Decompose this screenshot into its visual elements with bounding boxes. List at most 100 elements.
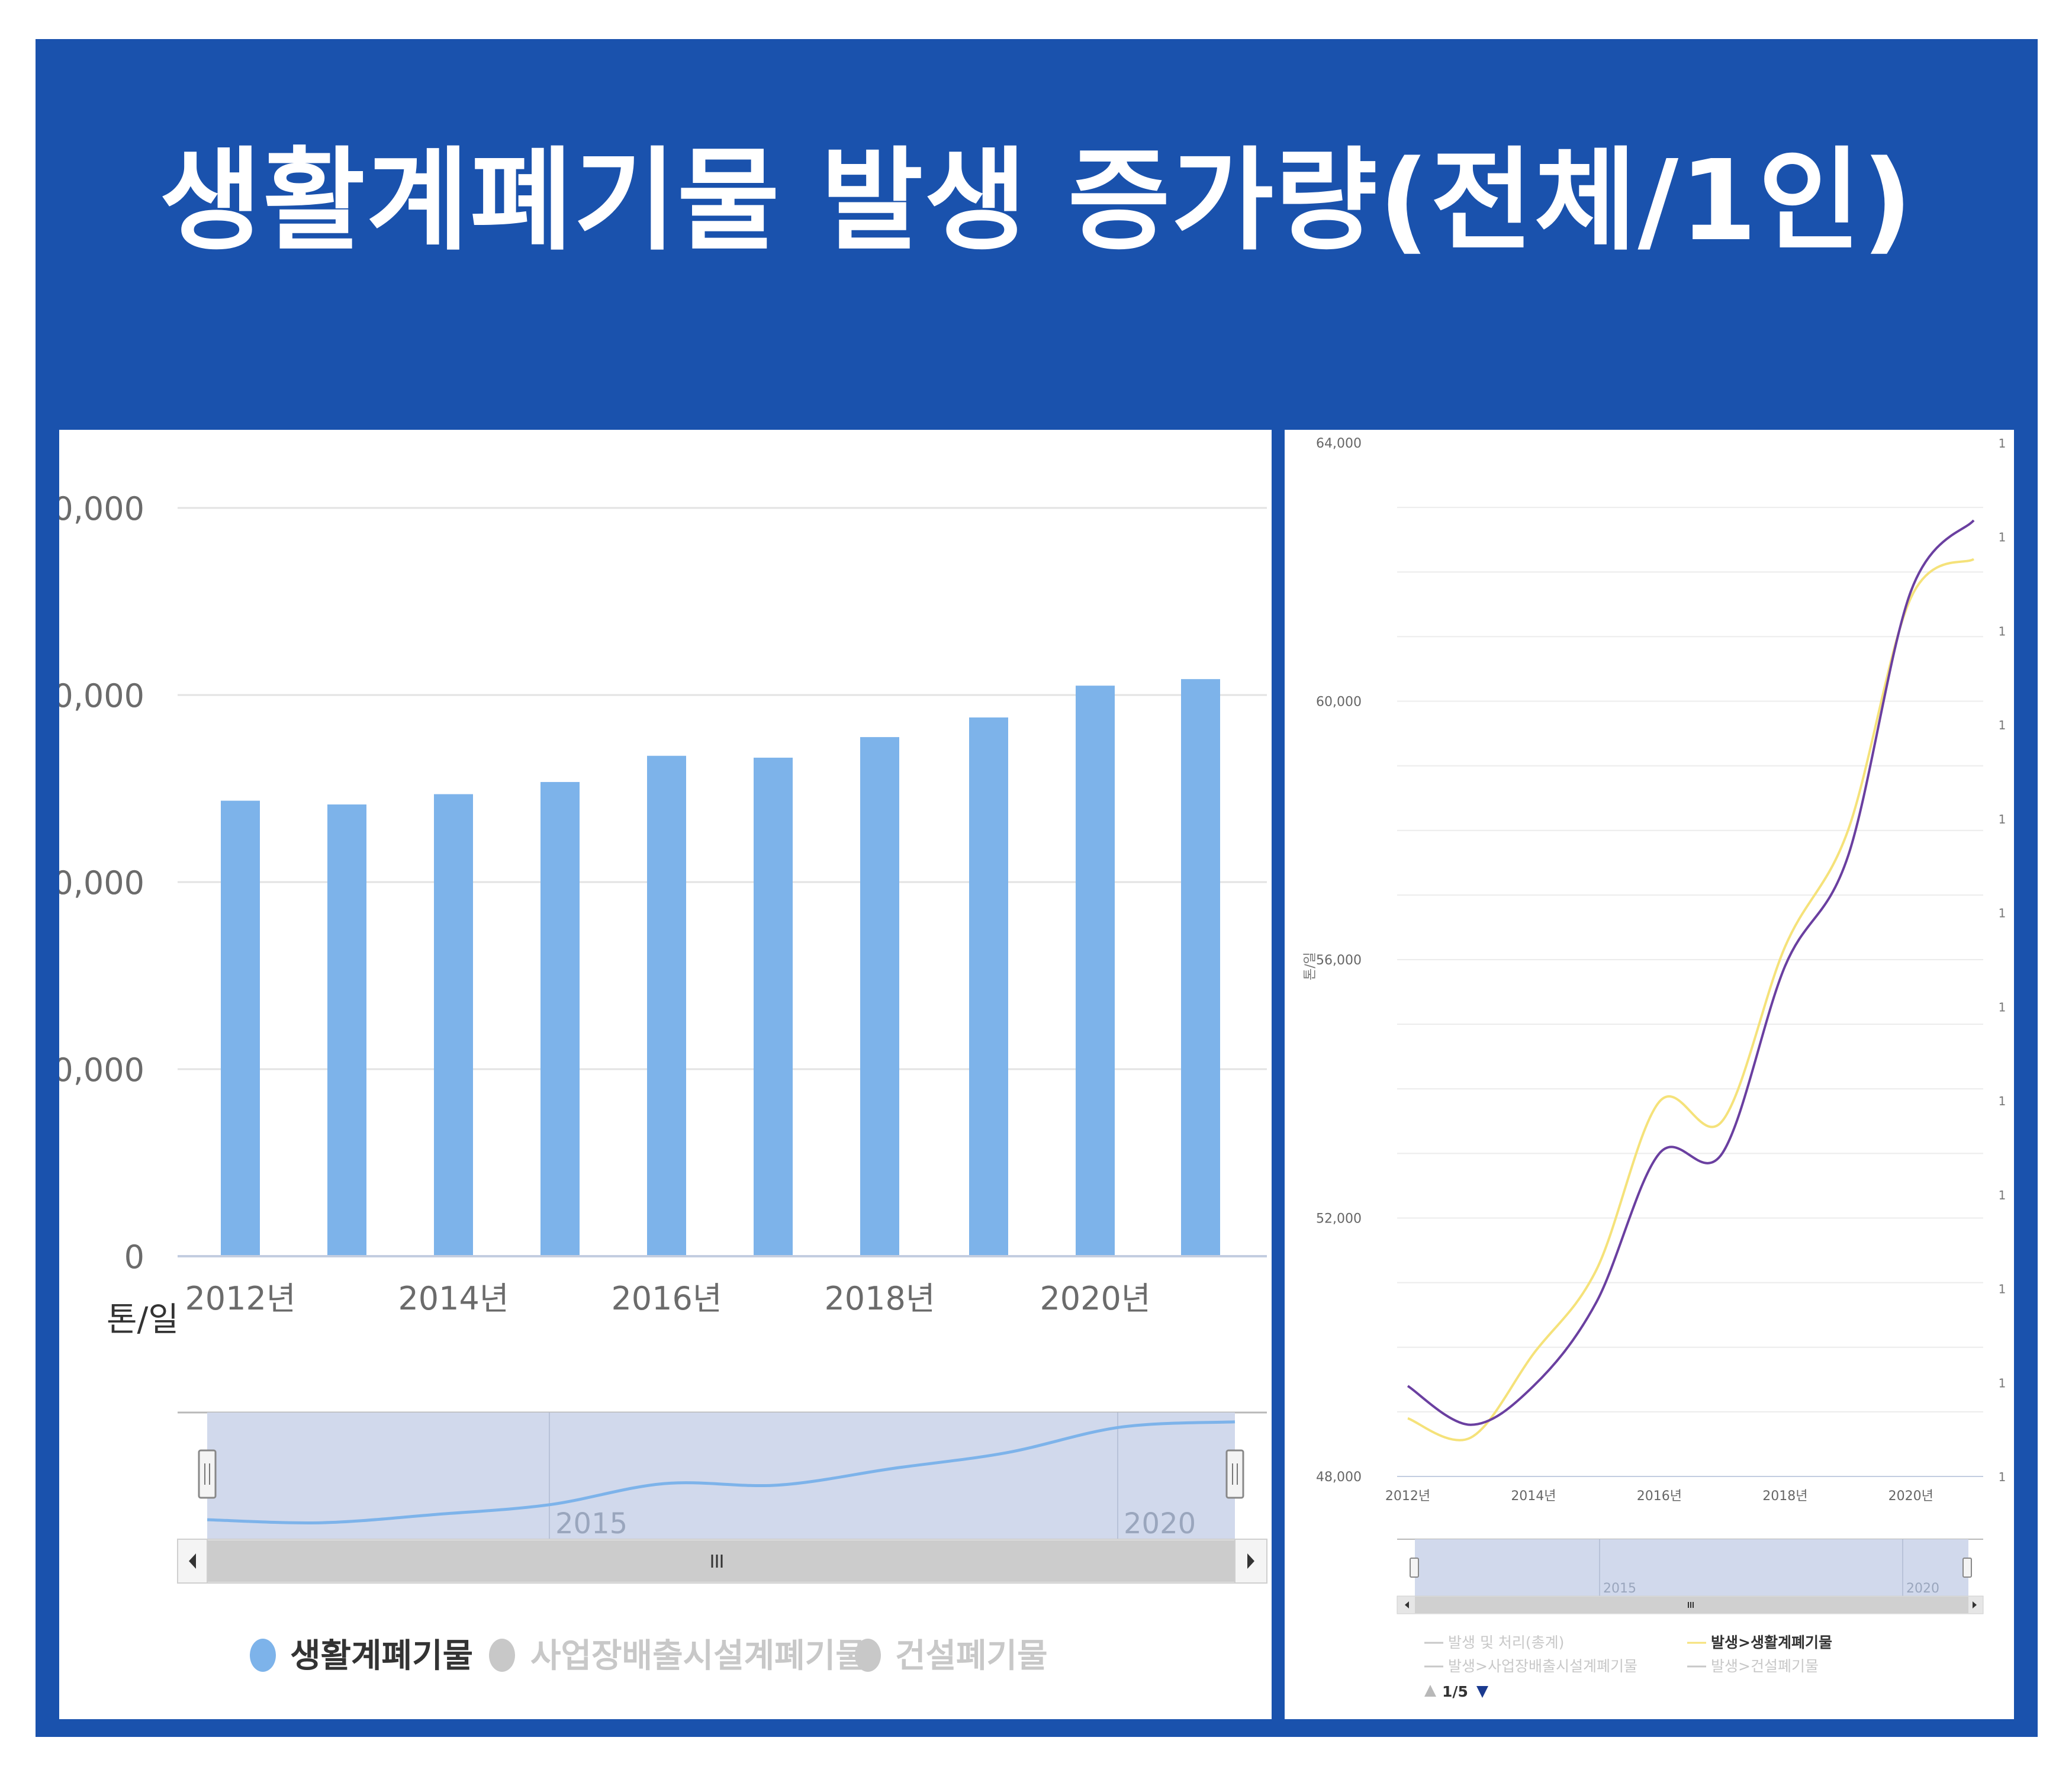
legend-item-건설폐기물[interactable]: 건설폐기물: [855, 1637, 1048, 1675]
legend-marker: [855, 1639, 881, 1672]
y-tick-label: 56,000: [1316, 953, 1362, 968]
legend-item-발생사업장배출시설계폐기물[interactable]: 발생>사업장배출시설계폐기물: [1424, 1658, 1637, 1675]
legend-item-사업장배출시설계폐기물[interactable]: 사업장배출시설계폐기물: [489, 1637, 866, 1675]
arrow-left-icon: [189, 1553, 196, 1569]
navigator-label-2020: 2020: [1124, 1507, 1196, 1540]
grid-lines: [1397, 507, 1983, 1413]
arrow-right-icon: [1247, 1553, 1254, 1569]
navigator-label-2015: 2015: [555, 1507, 628, 1540]
legend-marker: [489, 1639, 515, 1672]
x-tick-label: 2020년: [1040, 1280, 1150, 1317]
x-tick-label: 2016년: [611, 1280, 722, 1317]
y-tick-label: 52,000: [1316, 1212, 1362, 1227]
y-tick-label: 0: [124, 1238, 144, 1276]
x-tick-label: 2014년: [1511, 1489, 1556, 1504]
page-title: 생활계폐기물 발생 증가량(전체/1인): [159, 136, 1914, 266]
legend-label: 사업장배출시설계폐기물: [530, 1637, 866, 1675]
legend-label: 발생>건설폐기물: [1711, 1658, 1819, 1675]
right-tick-label: 1: [1999, 906, 2006, 921]
series-line-생활계폐기물: [1407, 558, 1975, 1442]
y-tick-label: 64,000: [1316, 436, 1362, 451]
bar-2012년[interactable]: [221, 800, 260, 1256]
right-tick-label: 1: [1999, 1188, 2006, 1202]
y-tick-label: 48,000: [1316, 1470, 1362, 1485]
navigator-selection[interactable]: [1415, 1539, 1968, 1596]
y-tick-label: 80,000: [59, 490, 144, 527]
x-axis-ticks: 2012년 2014년 2016년 2018년 2020년: [185, 1280, 1150, 1317]
legend-label: 발생>생활계폐기물: [1711, 1634, 1832, 1651]
x-tick-label: 2014년: [398, 1280, 509, 1317]
bar-2021년[interactable]: [1181, 679, 1220, 1256]
bar-2017년[interactable]: [754, 757, 793, 1256]
scrollbar-grip-icon: [1688, 1602, 1694, 1608]
x-tick-label: 2018년: [1762, 1489, 1807, 1504]
x-tick-label: 2012년: [185, 1280, 295, 1317]
legend-label: 발생>사업장배출시설계폐기물: [1448, 1658, 1637, 1675]
range-navigator[interactable]: 2015 2020: [178, 1411, 1267, 1540]
legend-item-발생건설폐기물[interactable]: 발생>건설폐기물: [1687, 1658, 1819, 1675]
bar-2019년[interactable]: [969, 717, 1008, 1256]
navigator-label-2015: 2015: [1603, 1581, 1636, 1596]
right-tick-label: 1: [1999, 1000, 2006, 1014]
x-tick-label: 2018년: [824, 1280, 935, 1317]
legend-marker: [250, 1639, 276, 1672]
y-tick-label: 20,000: [59, 1051, 144, 1089]
arrow-left-icon[interactable]: [1405, 1601, 1409, 1608]
y-axis-ticks: 80,000 60,000 40,000 20,000 0: [33, 490, 144, 1276]
right-tick-label: 1: [1999, 624, 2006, 638]
navigator-left-handle[interactable]: [198, 1449, 217, 1499]
bar-chart-panel: 80,000 60,000 40,000 20,000 0 2012년 2014년 2016…: [33, 430, 1272, 1719]
pager-up-icon[interactable]: [1424, 1685, 1436, 1697]
right-tick-label: 1: [1999, 1094, 2006, 1108]
right-tick-label: 1: [1999, 812, 2006, 826]
bar-2018년[interactable]: [860, 737, 899, 1256]
right-tick-label: 1: [1999, 1376, 2006, 1390]
navigator-right-handle[interactable]: [1225, 1449, 1244, 1499]
navigator-right-handle[interactable]: [1962, 1558, 1972, 1578]
legend-label: 건설폐기물: [895, 1637, 1048, 1675]
scrollbar-thumb[interactable]: [1415, 1597, 1968, 1613]
y-axis-ticks: 64,000 60,000 56,000 52,000 48,000: [1316, 436, 1362, 1485]
x-tick-label: 2016년: [1637, 1489, 1682, 1504]
pager-text: 1/5: [1442, 1683, 1468, 1700]
right-tick-label: 1: [1999, 1282, 2006, 1296]
bar-2014년[interactable]: [434, 794, 473, 1256]
navigator-series-line: [207, 1420, 1236, 1524]
right-tick-label: 1: [1999, 718, 2006, 732]
arrow-right-icon[interactable]: [1973, 1601, 1977, 1608]
bar-2015년[interactable]: [540, 781, 580, 1256]
series-line-purple: [1407, 519, 1975, 1426]
right-tick-label: 1: [1999, 530, 2006, 545]
x-axis-ticks: 2012년 2014년 2016년 2018년 2020년: [1385, 1489, 1933, 1504]
bar-chart: 80,000 60,000 40,000 20,000 0 2012년 2014년 2016…: [33, 490, 1267, 1675]
navigator-label-2020: 2020: [1906, 1581, 1939, 1596]
legend-label: 발생 및 처리(총계): [1448, 1634, 1564, 1651]
bar-2016년[interactable]: [647, 755, 686, 1256]
right-axis-ticks: 1 1 1 1 1 1 1 1 1 1 1 1: [1999, 436, 2006, 1484]
right-tick-label: 1: [1999, 436, 2006, 451]
bar-2020년[interactable]: [1076, 686, 1115, 1256]
y-unit-label: 톤/일: [107, 1301, 179, 1339]
legend-item-생활계폐기물[interactable]: 생활계폐기물: [250, 1637, 473, 1675]
right-tick-label: 1: [1999, 1470, 2006, 1484]
range-navigator[interactable]: 2015 2020: [1397, 1539, 1983, 1596]
legend-item-발생및처리총계[interactable]: 발생 및 처리(총계): [1424, 1634, 1564, 1651]
y-tick-label: 40,000: [59, 864, 144, 902]
y-tick-label: 60,000: [59, 677, 144, 715]
legend-label: 생활계폐기물: [290, 1637, 473, 1675]
navigator-scrollbar[interactable]: [1397, 1595, 1984, 1614]
y-axis-label: 톤/일: [1303, 952, 1318, 980]
navigator-scrollbar[interactable]: [177, 1539, 1267, 1584]
legend-pager: 1/5: [1424, 1683, 1488, 1700]
x-tick-label: 2012년: [1385, 1489, 1430, 1504]
legend-item-발생생활계폐기물[interactable]: 발생>생활계폐기물: [1687, 1634, 1832, 1651]
x-tick-label: 2020년: [1888, 1489, 1933, 1504]
pager-down-icon[interactable]: [1476, 1686, 1488, 1698]
navigator-left-handle[interactable]: [1410, 1558, 1419, 1578]
bar-2013년[interactable]: [327, 804, 366, 1256]
scrollbar-grip-icon: [711, 1555, 723, 1568]
bars: [221, 679, 1220, 1256]
y-tick-label: 60,000: [1316, 695, 1362, 710]
